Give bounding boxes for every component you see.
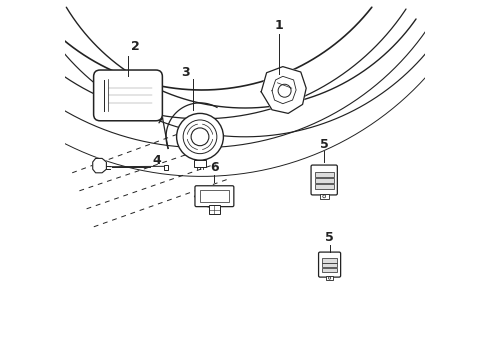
Text: 4: 4	[152, 154, 161, 167]
Text: 5: 5	[320, 138, 329, 150]
Bar	[209, 205, 220, 214]
FancyBboxPatch shape	[195, 186, 234, 207]
Bar	[315, 184, 334, 189]
Bar	[315, 178, 334, 183]
Bar	[320, 194, 328, 199]
Text: 2: 2	[131, 40, 140, 53]
Bar	[200, 190, 229, 202]
Polygon shape	[93, 158, 106, 173]
Bar	[164, 165, 169, 170]
FancyBboxPatch shape	[311, 165, 337, 195]
Bar	[326, 276, 333, 280]
Circle shape	[176, 113, 223, 160]
Bar	[194, 160, 206, 167]
Bar	[315, 172, 334, 177]
Text: 1: 1	[275, 19, 284, 32]
Text: 3: 3	[181, 66, 190, 78]
FancyBboxPatch shape	[94, 70, 162, 121]
Polygon shape	[261, 67, 306, 113]
Bar	[322, 263, 338, 267]
Bar	[322, 268, 338, 272]
Text: 6: 6	[210, 161, 219, 174]
Circle shape	[191, 128, 209, 146]
FancyBboxPatch shape	[318, 252, 341, 277]
Bar	[322, 258, 338, 262]
Text: 5: 5	[325, 231, 334, 244]
